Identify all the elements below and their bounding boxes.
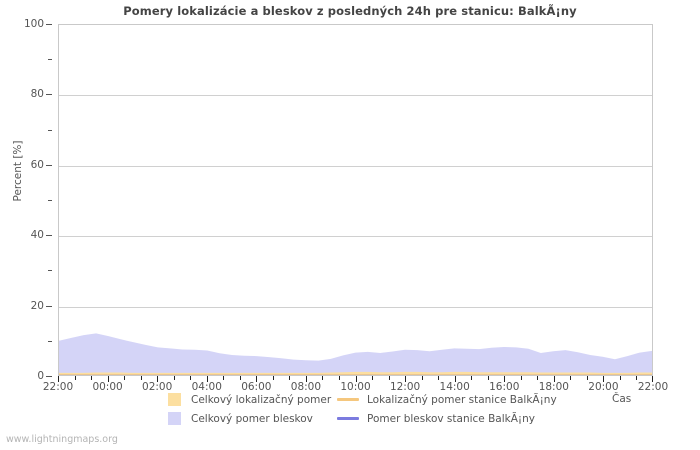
gridline (59, 236, 652, 238)
legend-item[interactable]: Celkový lokalizačný pomer (168, 391, 331, 408)
gridline (59, 165, 652, 167)
x-tick-mark-minor (289, 376, 291, 380)
x-tick-label: 22:00 (637, 381, 669, 393)
series-layer (59, 333, 652, 375)
legend-item-label: Pomer bleskov stanice BalkÃ¡ny (367, 412, 535, 425)
y-axis-title: Percent [%] (12, 140, 24, 202)
legend-item[interactable]: Pomer bleskov stanice BalkÃ¡ny (337, 410, 535, 427)
x-tick-mark-minor (537, 376, 539, 380)
x-tick-mark (305, 376, 307, 382)
y-tick-mark-minor (48, 59, 52, 61)
y-axis: 0 20 40 60 80 100 (0, 18, 52, 382)
x-tick-mark-minor (586, 376, 588, 380)
legend-area-swatch (168, 412, 181, 425)
y-tick-mark (46, 164, 52, 166)
x-tick-mark (355, 376, 357, 382)
x-tick-label: 06:00 (241, 381, 272, 393)
x-tick-mark (553, 376, 555, 382)
x-axis: 22:00 00:00 02:00 04:00 06:00 08:00 10:00 12:00… (0, 381, 700, 395)
x-tick-label: 08:00 (290, 381, 322, 393)
y-tick-label: 20 (30, 299, 44, 312)
x-tick-mark-minor (91, 376, 93, 380)
x-tick-mark-minor (471, 376, 473, 380)
x-tick-label: 04:00 (191, 381, 222, 393)
x-tick-mark-minor (619, 376, 621, 380)
legend-item-label: Celkový lokalizačný pomer (191, 393, 332, 406)
gridline (59, 95, 652, 97)
area-series (59, 371, 652, 375)
watermark-label: www.lightningmaps.org (6, 434, 118, 445)
x-tick-mark-minor (421, 376, 423, 380)
x-axis-ticks (58, 376, 653, 383)
x-tick-label: 20:00 (588, 381, 619, 393)
y-tick-label: 0 (37, 370, 44, 382)
y-tick-mark-minor (48, 270, 52, 272)
x-tick-mark (58, 376, 59, 382)
x-tick-mark-minor (636, 376, 638, 380)
plot-area (58, 24, 653, 376)
area-series (59, 333, 652, 375)
x-tick-mark (107, 376, 109, 382)
gridline (59, 306, 652, 308)
x-tick-mark (454, 376, 456, 382)
x-tick-label: 14:00 (439, 381, 470, 393)
x-tick-mark-minor (190, 376, 192, 380)
x-tick-mark (405, 376, 407, 382)
y-tick-mark (46, 235, 52, 237)
y-tick-mark (46, 305, 52, 307)
x-tick-mark (603, 376, 605, 382)
x-tick-mark (504, 376, 506, 382)
x-tick-mark-minor (272, 376, 274, 380)
x-tick-label: 12:00 (389, 381, 421, 393)
x-axis-title: Čas (612, 393, 632, 405)
legend-item[interactable]: Lokalizačný pomer stanice BalkÃ¡ny (337, 391, 557, 408)
x-tick-mark-minor (338, 376, 340, 380)
y-tick-label: 60 (30, 158, 44, 171)
legend-line-swatch (337, 398, 359, 401)
x-tick-mark (652, 376, 653, 382)
legend-item-label: Lokalizačný pomer stanice BalkÃ¡ny (367, 393, 557, 406)
x-tick-mark-minor (173, 376, 175, 380)
y-tick-mark (46, 94, 52, 96)
x-tick-mark-minor (570, 376, 572, 380)
gridlines (59, 25, 652, 375)
x-tick-label: 10:00 (340, 381, 371, 393)
legend-line-swatch (337, 417, 359, 420)
x-tick-label: 00:00 (92, 381, 123, 393)
x-tick-label: 02:00 (142, 381, 173, 393)
x-tick-mark (157, 376, 159, 382)
y-tick-mark-minor (48, 200, 52, 201)
x-tick-mark-minor (74, 376, 76, 380)
page-title: Pomery lokalizácie a bleskov z poslednýc… (123, 4, 577, 18)
y-tick-label: 80 (30, 88, 44, 101)
x-tick-mark-minor (322, 376, 324, 380)
x-tick-label: 16:00 (489, 381, 520, 393)
x-tick-mark-minor (239, 376, 241, 380)
legend-area-swatch (168, 393, 181, 406)
x-tick-mark-minor (388, 376, 390, 380)
y-tick-mark (46, 376, 52, 377)
x-tick-mark (256, 376, 258, 382)
x-tick-label: 22:00 (42, 381, 74, 393)
legend-item[interactable]: Celkový pomer bleskov (168, 410, 313, 427)
x-tick-mark-minor (124, 376, 126, 380)
y-tick-mark-minor (48, 340, 52, 342)
x-tick-label: 18:00 (538, 381, 569, 393)
x-tick-mark-minor (487, 376, 489, 380)
x-tick-mark-minor (223, 376, 225, 380)
y-tick-label: 40 (30, 229, 44, 242)
x-tick-mark-minor (140, 376, 142, 380)
y-tick-label: 100 (23, 18, 44, 30)
y-tick-mark (46, 24, 52, 25)
x-tick-mark-minor (520, 376, 522, 380)
x-tick-mark-minor (372, 376, 374, 380)
x-tick-mark-minor (438, 376, 440, 380)
chart-legend: Celkový lokalizačný pomer Celkový pomer b… (0, 391, 700, 433)
y-tick-mark-minor (48, 129, 52, 131)
legend-item-label: Celkový pomer bleskov (191, 412, 313, 425)
x-tick-mark (206, 376, 208, 382)
